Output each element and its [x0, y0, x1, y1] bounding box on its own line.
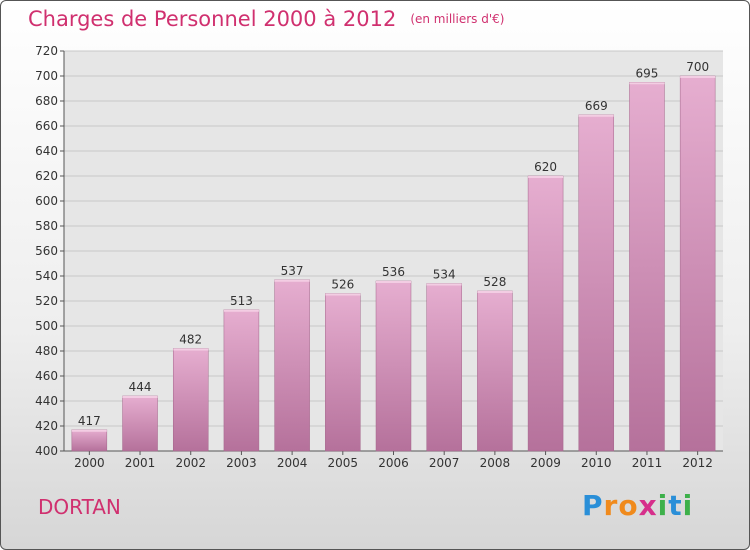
logo-letter: o — [618, 489, 639, 522]
proxiti-logo: Proxiti — [582, 489, 693, 522]
logo-letter: i — [682, 489, 694, 522]
x-tick-label: 2006 — [378, 456, 409, 470]
y-tick-label: 400 — [35, 444, 58, 458]
logo-letter: P — [582, 489, 604, 522]
bar-2007 — [426, 283, 462, 452]
x-tick-label: 2004 — [277, 456, 308, 470]
commune-name: DORTAN — [38, 495, 121, 519]
data-label: 528 — [483, 275, 506, 289]
bar-highlight — [528, 176, 564, 178]
bar-highlight — [426, 283, 462, 286]
data-label: 417 — [78, 414, 101, 428]
bar-highlight — [376, 281, 411, 283]
x-tick-label: 2000 — [74, 456, 105, 470]
bar-highlight — [477, 291, 513, 293]
x-tick-label: 2010 — [581, 456, 612, 470]
bar-2009 — [527, 175, 564, 452]
y-tick-label: 580 — [35, 219, 58, 233]
data-label: 526 — [331, 278, 354, 292]
y-tick-label: 440 — [35, 394, 58, 408]
logo-letter: x — [638, 489, 658, 522]
axes: 400 420 440 460 480 500 520 540 560 580 600 620 640 6… — [35, 44, 723, 470]
x-tick-label: 2011 — [632, 456, 663, 470]
bar-2006 — [375, 280, 412, 452]
bar-2003 — [223, 309, 260, 452]
x-tick-label: 2009 — [530, 456, 561, 470]
data-label: 482 — [179, 333, 202, 347]
bar-highlight — [71, 429, 107, 432]
data-label: 537 — [281, 264, 304, 278]
data-label: 669 — [585, 99, 608, 113]
x-tick-label: 2002 — [175, 456, 206, 470]
logo-letter: i — [657, 489, 669, 522]
data-label: 513 — [230, 294, 253, 308]
bar-2012 — [679, 75, 716, 452]
y-tick-label: 480 — [35, 344, 58, 358]
y-tick-label: 420 — [35, 419, 58, 433]
x-tick-label: 2003 — [226, 456, 257, 470]
bar-2008 — [477, 290, 513, 452]
bar-2004 — [274, 279, 310, 452]
y-tick-label: 720 — [35, 44, 58, 58]
x-tick-label: 2007 — [429, 456, 460, 470]
data-labels: 417 444 482 513 537 526 536 534 528 620 669 695 700 — [78, 60, 709, 428]
y-tick-label: 620 — [35, 169, 58, 183]
y-tick-label: 540 — [35, 269, 58, 283]
y-tick-label: 520 — [35, 294, 58, 308]
y-tick-label: 500 — [35, 319, 58, 333]
y-tick-label: 700 — [35, 69, 58, 83]
bar-highlight — [173, 348, 209, 351]
logo-letter: t — [668, 489, 683, 522]
bar-2002 — [172, 348, 209, 452]
bar-highlight — [325, 293, 361, 296]
chart-title-text: Charges de Personnel 2000 à 2012 — [28, 7, 397, 31]
bar-2000 — [71, 429, 108, 452]
x-tick-label: 2005 — [328, 456, 359, 470]
bar-2005 — [325, 293, 361, 452]
bar-highlight — [680, 76, 716, 78]
x-tick-label: 2012 — [682, 456, 713, 470]
y-tick-label: 660 — [35, 119, 58, 133]
bar-highlight — [629, 82, 665, 85]
x-tick-label: 2001 — [125, 456, 156, 470]
y-tick-label: 640 — [35, 144, 58, 158]
chart-subtitle: (en milliers d'€) — [410, 12, 505, 26]
y-tick-label: 560 — [35, 244, 58, 258]
x-tick-label: 2008 — [480, 456, 511, 470]
bar-highlight — [223, 309, 259, 312]
data-label: 444 — [129, 380, 152, 394]
logo-letter: r — [603, 489, 619, 522]
y-tick-label: 600 — [35, 194, 58, 208]
data-label: 700 — [686, 60, 709, 74]
bars — [71, 75, 716, 452]
y-tick-label: 680 — [35, 94, 58, 108]
bar-2001 — [122, 395, 158, 452]
data-label: 695 — [636, 66, 659, 80]
bar-2011 — [629, 82, 665, 452]
bar-highlight — [274, 279, 310, 282]
data-label: 534 — [433, 268, 456, 282]
chart-title: Charges de Personnel 2000 à 2012 (en mill… — [28, 7, 504, 31]
bar-highlight — [122, 396, 158, 398]
bar-highlight — [578, 114, 614, 117]
y-tick-label: 460 — [35, 369, 58, 383]
data-label: 536 — [382, 265, 405, 279]
bar-2010 — [578, 114, 615, 452]
data-label: 620 — [534, 160, 557, 174]
